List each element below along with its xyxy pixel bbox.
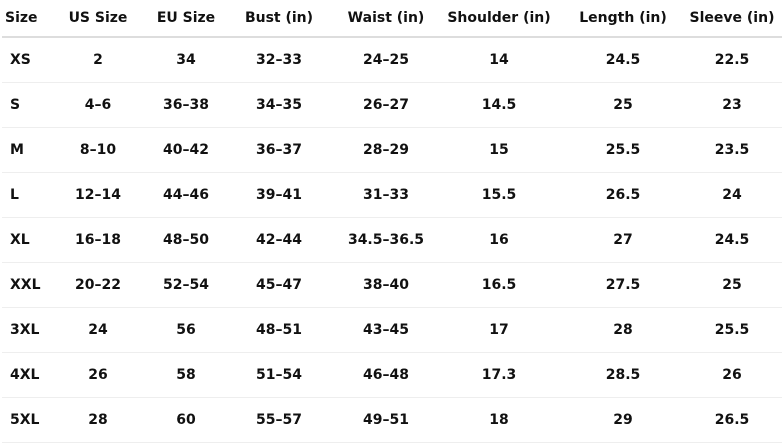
column-header: US Size (44, 0, 152, 38)
table-cell: 56 (152, 307, 220, 353)
table-cell: 36–37 (220, 127, 338, 173)
table-cell: 45–47 (220, 262, 338, 308)
table-row: XXL 20–22 52–54 45–47 38–40 16.5 27.5 25 (2, 262, 782, 308)
column-header: Waist (in) (338, 0, 434, 38)
table-cell: 16–18 (44, 217, 152, 263)
table-cell: 34–35 (220, 82, 338, 128)
table-row: S 4–6 36–38 34–35 26–27 14.5 25 23 (2, 82, 782, 128)
table-cell: 43–45 (338, 307, 434, 353)
table-cell: 29 (564, 397, 682, 443)
table-cell: 15.5 (434, 172, 564, 218)
table-cell: 23.5 (682, 127, 782, 173)
table-row: XS 2 34 32–33 24–25 14 24.5 22.5 (2, 37, 782, 83)
table-row: 4XL 26 58 51–54 46–48 17.3 28.5 26 (2, 352, 782, 398)
table-cell: 25 (564, 82, 682, 128)
table-cell: 34 (152, 37, 220, 83)
table-row: XL 16–18 48–50 42–44 34.5–36.5 16 27 24.5 (2, 217, 782, 263)
table-cell: 14.5 (434, 82, 564, 128)
table-cell: 42–44 (220, 217, 338, 263)
table-cell: 26.5 (682, 397, 782, 443)
table-cell: 24.5 (564, 37, 682, 83)
table-cell: 60 (152, 397, 220, 443)
table-cell: 5XL (2, 397, 44, 443)
table-cell: 16.5 (434, 262, 564, 308)
table-cell: XS (2, 37, 44, 83)
table-cell: 27 (564, 217, 682, 263)
table-cell: 4XL (2, 352, 44, 398)
table-cell: 38–40 (338, 262, 434, 308)
table-cell: 28 (564, 307, 682, 353)
table-row: M 8–10 40–42 36–37 28–29 15 25.5 23.5 (2, 127, 782, 173)
table-cell: M (2, 127, 44, 173)
table-cell: S (2, 82, 44, 128)
table-cell: 44–46 (152, 172, 220, 218)
table-cell: 28–29 (338, 127, 434, 173)
table-cell: 26.5 (564, 172, 682, 218)
table-cell: 28.5 (564, 352, 682, 398)
table-cell: 28 (44, 397, 152, 443)
column-header: Length (in) (564, 0, 682, 38)
table-cell: 12–14 (44, 172, 152, 218)
table-row: L 12–14 44–46 39–41 31–33 15.5 26.5 24 (2, 172, 782, 218)
table-row: 3XL 24 56 48–51 43–45 17 28 25.5 (2, 307, 782, 353)
table-cell: 46–48 (338, 352, 434, 398)
table-cell: 3XL (2, 307, 44, 353)
table-cell: 58 (152, 352, 220, 398)
table-cell: 24 (682, 172, 782, 218)
table-cell: 32–33 (220, 37, 338, 83)
table-cell: 17 (434, 307, 564, 353)
table-cell: 40–42 (152, 127, 220, 173)
table-cell: 26 (682, 352, 782, 398)
table-cell: 20–22 (44, 262, 152, 308)
table-cell: 39–41 (220, 172, 338, 218)
table-cell: 27.5 (564, 262, 682, 308)
table-cell: 25.5 (564, 127, 682, 173)
table-cell: 49–51 (338, 397, 434, 443)
table-cell: 22.5 (682, 37, 782, 83)
table-cell: 48–50 (152, 217, 220, 263)
table-row: 5XL 28 60 55–57 49–51 18 29 26.5 (2, 397, 782, 443)
table-cell: 55–57 (220, 397, 338, 443)
column-header: EU Size (152, 0, 220, 38)
table-cell: 51–54 (220, 352, 338, 398)
table-cell: 2 (44, 37, 152, 83)
table-cell: 25.5 (682, 307, 782, 353)
table-cell: 26–27 (338, 82, 434, 128)
table-cell: 18 (434, 397, 564, 443)
table-cell: XL (2, 217, 44, 263)
table-cell: 25 (682, 262, 782, 308)
table-cell: 15 (434, 127, 564, 173)
column-header: Size (2, 0, 44, 38)
column-header: Sleeve (in) (682, 0, 782, 38)
column-header: Bust (in) (220, 0, 338, 38)
column-header: Shoulder (in) (434, 0, 564, 38)
table-cell: XXL (2, 262, 44, 308)
table-cell: L (2, 172, 44, 218)
table-cell: 14 (434, 37, 564, 83)
table-cell: 52–54 (152, 262, 220, 308)
table-cell: 24 (44, 307, 152, 353)
table-cell: 26 (44, 352, 152, 398)
table-cell: 8–10 (44, 127, 152, 173)
table-cell: 16 (434, 217, 564, 263)
table-cell: 24–25 (338, 37, 434, 83)
table-cell: 36–38 (152, 82, 220, 128)
header-row: Size US Size EU Size Bust (in) Waist (in) Sho… (2, 0, 782, 38)
table-cell: 23 (682, 82, 782, 128)
table-cell: 4–6 (44, 82, 152, 128)
table-cell: 24.5 (682, 217, 782, 263)
table-cell: 17.3 (434, 352, 564, 398)
table-cell: 31–33 (338, 172, 434, 218)
table-cell: 34.5–36.5 (338, 217, 434, 263)
table-cell: 48–51 (220, 307, 338, 353)
